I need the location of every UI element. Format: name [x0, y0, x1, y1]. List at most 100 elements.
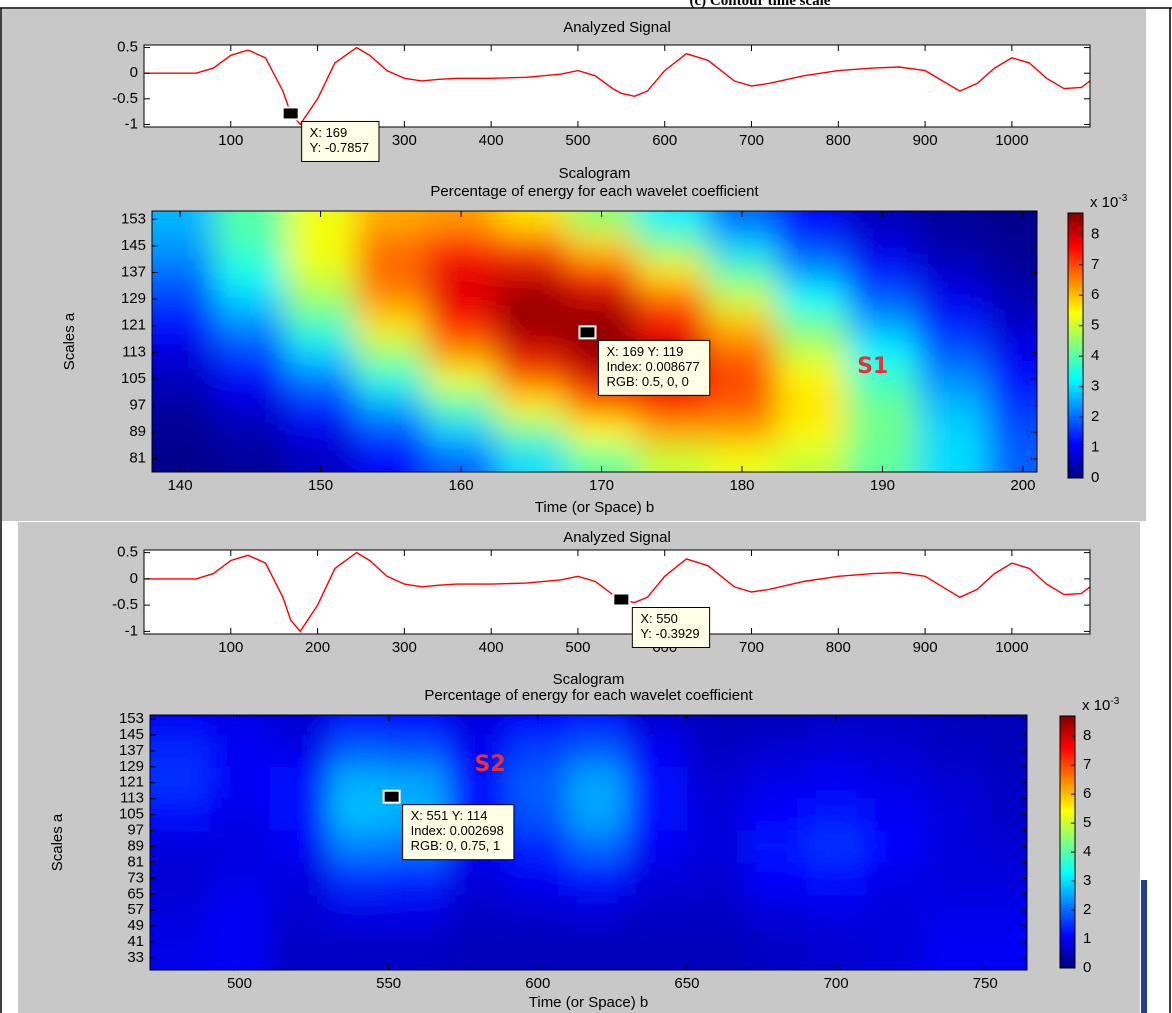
- y-tick-label: 113: [122, 343, 146, 360]
- cell: [806, 926, 867, 970]
- axes-background: [144, 45, 1090, 127]
- cell: [425, 339, 497, 367]
- cell: [847, 312, 919, 340]
- cell: [865, 766, 927, 800]
- cell: [917, 312, 989, 340]
- cell: [355, 312, 427, 340]
- x-tick-label: 150: [308, 477, 333, 494]
- cell: [925, 766, 986, 800]
- cell: [425, 365, 497, 393]
- y-tick-label: 105: [121, 370, 146, 387]
- cell: [215, 392, 286, 420]
- cell: [987, 259, 1037, 287]
- y-axis-label: Scales a: [49, 813, 66, 871]
- cell: [355, 339, 427, 367]
- cell: [985, 766, 1027, 800]
- cell: [686, 798, 748, 832]
- cell: [269, 715, 330, 736]
- cell: [917, 365, 989, 393]
- cell: [777, 312, 848, 340]
- chart-subtitle: Percentage of energy for each wavelet co…: [430, 183, 759, 200]
- cell: [150, 766, 211, 800]
- cell: [777, 392, 848, 420]
- x-tick-label: 200: [305, 639, 330, 656]
- cell: [746, 862, 807, 895]
- x-tick-label: 750: [973, 975, 998, 992]
- colorbar-tick-label: 6: [1091, 286, 1099, 303]
- datatip-line: X: 551 Y: 114: [411, 808, 488, 823]
- y-tick-label: 41: [127, 933, 144, 950]
- cell: [328, 830, 390, 863]
- datatip-line: RGB: 0.5, 0, 0: [606, 374, 688, 389]
- x-tick-label: 200: [1010, 477, 1035, 494]
- cell: [355, 445, 427, 472]
- colorbar-label: x 10-3: [1082, 696, 1120, 714]
- cell: [566, 312, 638, 340]
- cell: [285, 392, 357, 420]
- cell: [388, 926, 449, 970]
- cell: [507, 715, 569, 736]
- cell: [985, 715, 1027, 736]
- colorbar-tick-label: 0: [1083, 959, 1091, 976]
- cell: [636, 392, 708, 420]
- cell: [985, 830, 1027, 863]
- cell: [777, 365, 848, 393]
- cell: [627, 766, 688, 800]
- x-tick-label: 700: [739, 132, 764, 149]
- cell: [355, 365, 427, 393]
- x-tick-label: 900: [913, 132, 938, 149]
- cell: [215, 285, 286, 313]
- cell: [567, 715, 628, 736]
- cell: [269, 862, 330, 895]
- cell: [152, 365, 216, 393]
- cell: [285, 418, 357, 446]
- cell: [285, 339, 357, 367]
- cell: [636, 285, 708, 313]
- cell: [777, 339, 848, 367]
- cell: [627, 734, 688, 768]
- cell: [806, 715, 867, 736]
- chart-title: Scalogram: [559, 165, 631, 182]
- cell: [209, 894, 270, 927]
- y-tick-label: 89: [127, 837, 144, 854]
- y-tick-label: -0.5: [112, 596, 138, 613]
- cell: [847, 285, 919, 313]
- cell: [152, 259, 216, 287]
- cell: [209, 862, 270, 895]
- axes-box: [143, 44, 1091, 128]
- y-tick-label: 0.5: [117, 39, 138, 56]
- colorbar-label-base: x 10: [1090, 194, 1118, 211]
- y-tick-label: 121: [119, 774, 144, 791]
- cell: [388, 734, 449, 768]
- y-tick-label: 0: [130, 570, 138, 587]
- cell: [746, 715, 807, 736]
- colorbar-tick-label: 2: [1091, 408, 1099, 425]
- cell: [985, 926, 1027, 970]
- cell: [152, 285, 216, 313]
- x-tick-label: 400: [479, 639, 504, 656]
- cell: [806, 734, 867, 768]
- datatip-box: [597, 339, 711, 396]
- x-tick-label: 300: [392, 132, 417, 149]
- cell: [567, 830, 628, 863]
- cell: [209, 766, 270, 800]
- cell: [925, 894, 986, 927]
- cell: [285, 211, 357, 234]
- datatip-box: [301, 120, 380, 162]
- datatip-line: Y: -0.3929: [640, 626, 699, 641]
- cell: [152, 211, 216, 234]
- cell: [507, 830, 569, 863]
- datatip-box: [402, 804, 515, 861]
- y-tick-label: 153: [121, 210, 146, 227]
- cell: [706, 392, 778, 420]
- cell: [865, 926, 927, 970]
- cell: [987, 392, 1037, 420]
- x-tick-label: 550: [376, 975, 401, 992]
- x-tick-label: 1000: [995, 132, 1028, 149]
- axes-box: [151, 210, 1038, 473]
- x-tick-label: 100: [218, 132, 243, 149]
- colorbar-tick-label: 3: [1083, 872, 1091, 889]
- colorbar-label-exponent: -3: [1110, 696, 1119, 707]
